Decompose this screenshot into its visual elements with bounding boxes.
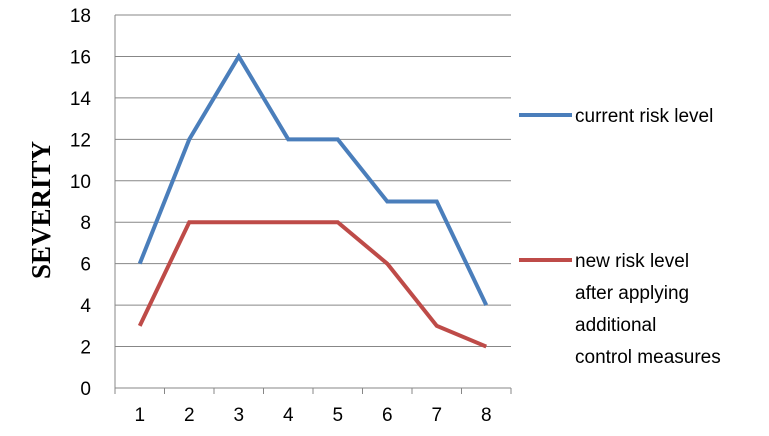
y-tick-label: 18 [70,6,91,27]
y-tick-label: 16 [70,47,91,68]
y-tick-label: 0 [80,379,91,400]
x-tick-label: 4 [283,405,294,426]
legend-label: new risk level [575,251,689,272]
y-tick-label: 4 [80,296,91,317]
legend-label: control measures [575,347,721,368]
x-tick-label: 8 [481,405,492,426]
y-tick-label: 12 [70,130,91,151]
legend-label: additional [575,315,656,336]
y-tick-label: 8 [80,213,91,234]
series-lines [137,52,489,349]
series-line-2 [137,220,488,349]
x-tick-label: 5 [332,405,343,426]
legend: current risk level new risk level after ap… [519,106,721,368]
legend-label: after applying [575,283,689,304]
x-tick-label: 1 [134,405,145,426]
legend-label: current risk level [575,106,713,127]
y-tick-label: 10 [70,172,91,193]
y-tick-label: 14 [70,89,92,110]
y-tick-labels: 0 2 4 6 8 10 12 14 16 18 [70,6,92,400]
x-tick-label: 2 [184,405,195,426]
y-tick-label: 2 [80,338,91,359]
x-tick-label: 3 [233,405,244,426]
x-tick-labels: 1 2 3 4 5 6 7 8 [114,388,512,426]
x-tick-label: 7 [431,405,442,426]
series-line-1 [137,52,489,306]
y-tick-label: 6 [80,255,91,276]
y-axis-title: SEVERITY [26,141,56,279]
x-tick-label: 6 [382,405,393,426]
